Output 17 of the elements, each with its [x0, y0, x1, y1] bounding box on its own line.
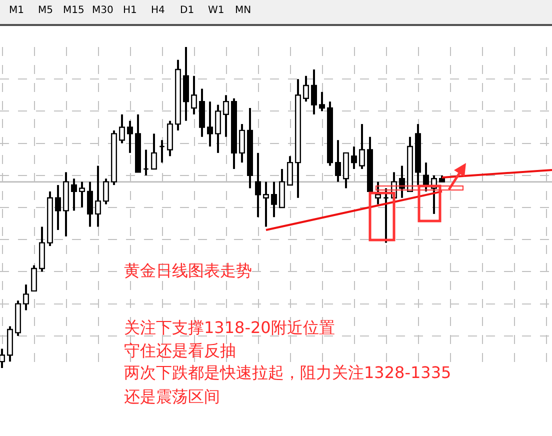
annotation: 守住还是看反抽: [124, 341, 236, 360]
text: M15: [63, 5, 84, 16]
text: M1: [9, 5, 24, 16]
text: 黄金日线图表走势: [124, 261, 252, 280]
candlestick: [263, 182, 269, 227]
candlestick: [159, 140, 165, 163]
text: M5: [38, 5, 53, 16]
text: H4: [151, 5, 165, 16]
text: 还是震荡区间: [124, 387, 220, 406]
annotation: 关注下支撑1318-20附近位置: [124, 318, 335, 337]
text: H1: [123, 5, 137, 16]
text: D1: [180, 5, 194, 16]
text: M30: [92, 5, 114, 16]
text: W1: [208, 5, 224, 16]
annotation: 两次下跌都是快速拉起，阻力关注1328-1335: [124, 363, 452, 382]
text: MN: [235, 5, 252, 16]
candlestick: [143, 150, 149, 176]
